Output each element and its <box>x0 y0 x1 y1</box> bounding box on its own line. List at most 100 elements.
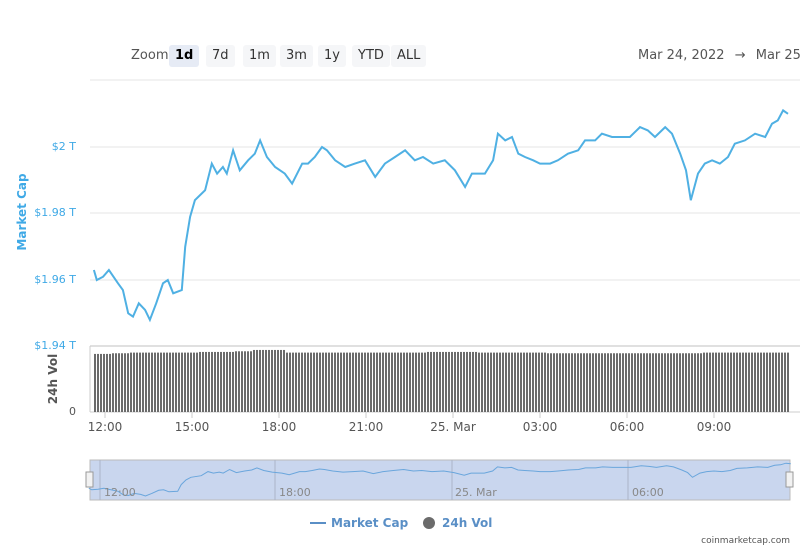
volume-bar <box>151 352 153 412</box>
volume-bar <box>163 352 165 412</box>
navigator-tick-label: 18:00 <box>279 486 311 499</box>
volume-bar <box>748 352 750 412</box>
volume-bar <box>229 351 231 412</box>
legend-item-market-cap[interactable]: Market Cap <box>331 516 409 530</box>
credit-link[interactable]: coinmarketcap.com <box>701 536 790 546</box>
legend-item-24h-vol[interactable]: 24h Vol <box>442 516 493 530</box>
navigator-left-handle[interactable] <box>85 471 94 488</box>
volume-bar <box>478 352 480 412</box>
volume-bar <box>631 353 633 412</box>
volume-bar <box>130 352 132 412</box>
volume-bar <box>724 352 726 412</box>
volume-bar <box>247 351 249 412</box>
range-from-input[interactable]: Mar 24, 2022 <box>638 48 725 63</box>
volume-bar <box>400 352 402 412</box>
volume-bar <box>760 352 762 412</box>
volume-bar <box>127 353 129 412</box>
volume-bar <box>586 353 588 412</box>
volume-bar <box>697 353 699 412</box>
volume-bar <box>145 352 147 412</box>
volume-bar <box>616 353 618 412</box>
volume-bar <box>412 352 414 412</box>
range-to-input[interactable]: Mar 25, 2022 <box>755 48 800 63</box>
volume-bar <box>139 352 141 412</box>
volume-bar <box>646 353 648 412</box>
volume-bar <box>235 351 237 412</box>
volume-bar <box>256 349 258 412</box>
volume-bar <box>607 353 609 412</box>
volume-bar <box>304 352 306 412</box>
volume-bar <box>112 353 114 412</box>
volume-bar <box>619 353 621 412</box>
volume-bar <box>115 353 117 412</box>
volume-bar <box>568 353 570 412</box>
zoom-1y-button[interactable]: 1y <box>318 45 346 67</box>
volume-bar <box>448 351 450 412</box>
volume-bar <box>508 352 510 412</box>
volume-bar <box>208 351 210 412</box>
volume-bar <box>337 352 339 412</box>
volume-bar <box>601 353 603 412</box>
volume-bar <box>289 352 291 412</box>
zoom-ytd-button[interactable]: YTD <box>352 45 390 67</box>
zoom-1m-button[interactable]: 1m <box>243 45 276 67</box>
volume-bar <box>745 352 747 412</box>
volume-bar <box>529 352 531 412</box>
volume-bar <box>580 353 582 412</box>
volume-bar <box>610 353 612 412</box>
volume-bar <box>376 352 378 412</box>
navigator[interactable] <box>89 459 791 501</box>
volume-bar <box>271 349 273 412</box>
volume-bar <box>220 351 222 412</box>
volume-bar <box>445 351 447 412</box>
volume-bar <box>763 352 765 412</box>
volume-bar <box>574 353 576 412</box>
volume-bar <box>148 352 150 412</box>
volume-bar <box>166 352 168 412</box>
volume-bar <box>199 351 201 412</box>
volume-bar <box>430 351 432 412</box>
volume-bar <box>226 351 228 412</box>
volume-bar <box>538 352 540 412</box>
navigator-tick-label: 06:00 <box>632 486 664 499</box>
navigator-ticks <box>99 460 629 500</box>
x-tick-label: 15:00 <box>174 420 210 434</box>
volume-bar <box>637 353 639 412</box>
volume-bar <box>367 352 369 412</box>
volume-bars <box>94 349 789 412</box>
x-tick-label: 09:00 <box>696 420 732 434</box>
zoom-1d-button[interactable]: 1d <box>169 45 200 67</box>
navigator-tick-label: 12:00 <box>104 486 136 499</box>
x-tick-label: 25. Mar <box>430 420 476 434</box>
volume-bar <box>100 353 102 412</box>
y-tick-label: $2 T <box>51 140 76 153</box>
volume-bar <box>325 352 327 412</box>
volume-bar <box>490 352 492 412</box>
volume-bar <box>343 352 345 412</box>
volume-bar <box>736 352 738 412</box>
volume-bar <box>778 352 780 412</box>
volume-bar <box>418 352 420 412</box>
volume-bar <box>688 353 690 412</box>
volume-bar <box>733 352 735 412</box>
volume-bar <box>487 352 489 412</box>
volume-bar <box>238 351 240 412</box>
zoom-all-button[interactable]: ALL <box>391 45 427 67</box>
market-cap-line <box>92 108 789 323</box>
volume-bar <box>244 351 246 412</box>
volume-bar <box>136 352 138 412</box>
volume-bar <box>436 351 438 412</box>
volume-bar <box>265 349 267 412</box>
zoom-3m-button[interactable]: 3m <box>280 45 313 67</box>
volume-bar <box>385 352 387 412</box>
zoom-7d-button[interactable]: 7d <box>206 45 235 67</box>
volume-bar <box>469 351 471 412</box>
volume-bar <box>358 352 360 412</box>
volume-bar <box>328 352 330 412</box>
volume-bar <box>544 352 546 412</box>
volume-bar <box>766 352 768 412</box>
navigator-right-handle[interactable] <box>785 471 794 488</box>
volume-bar <box>205 351 207 412</box>
volume-bar <box>466 351 468 412</box>
